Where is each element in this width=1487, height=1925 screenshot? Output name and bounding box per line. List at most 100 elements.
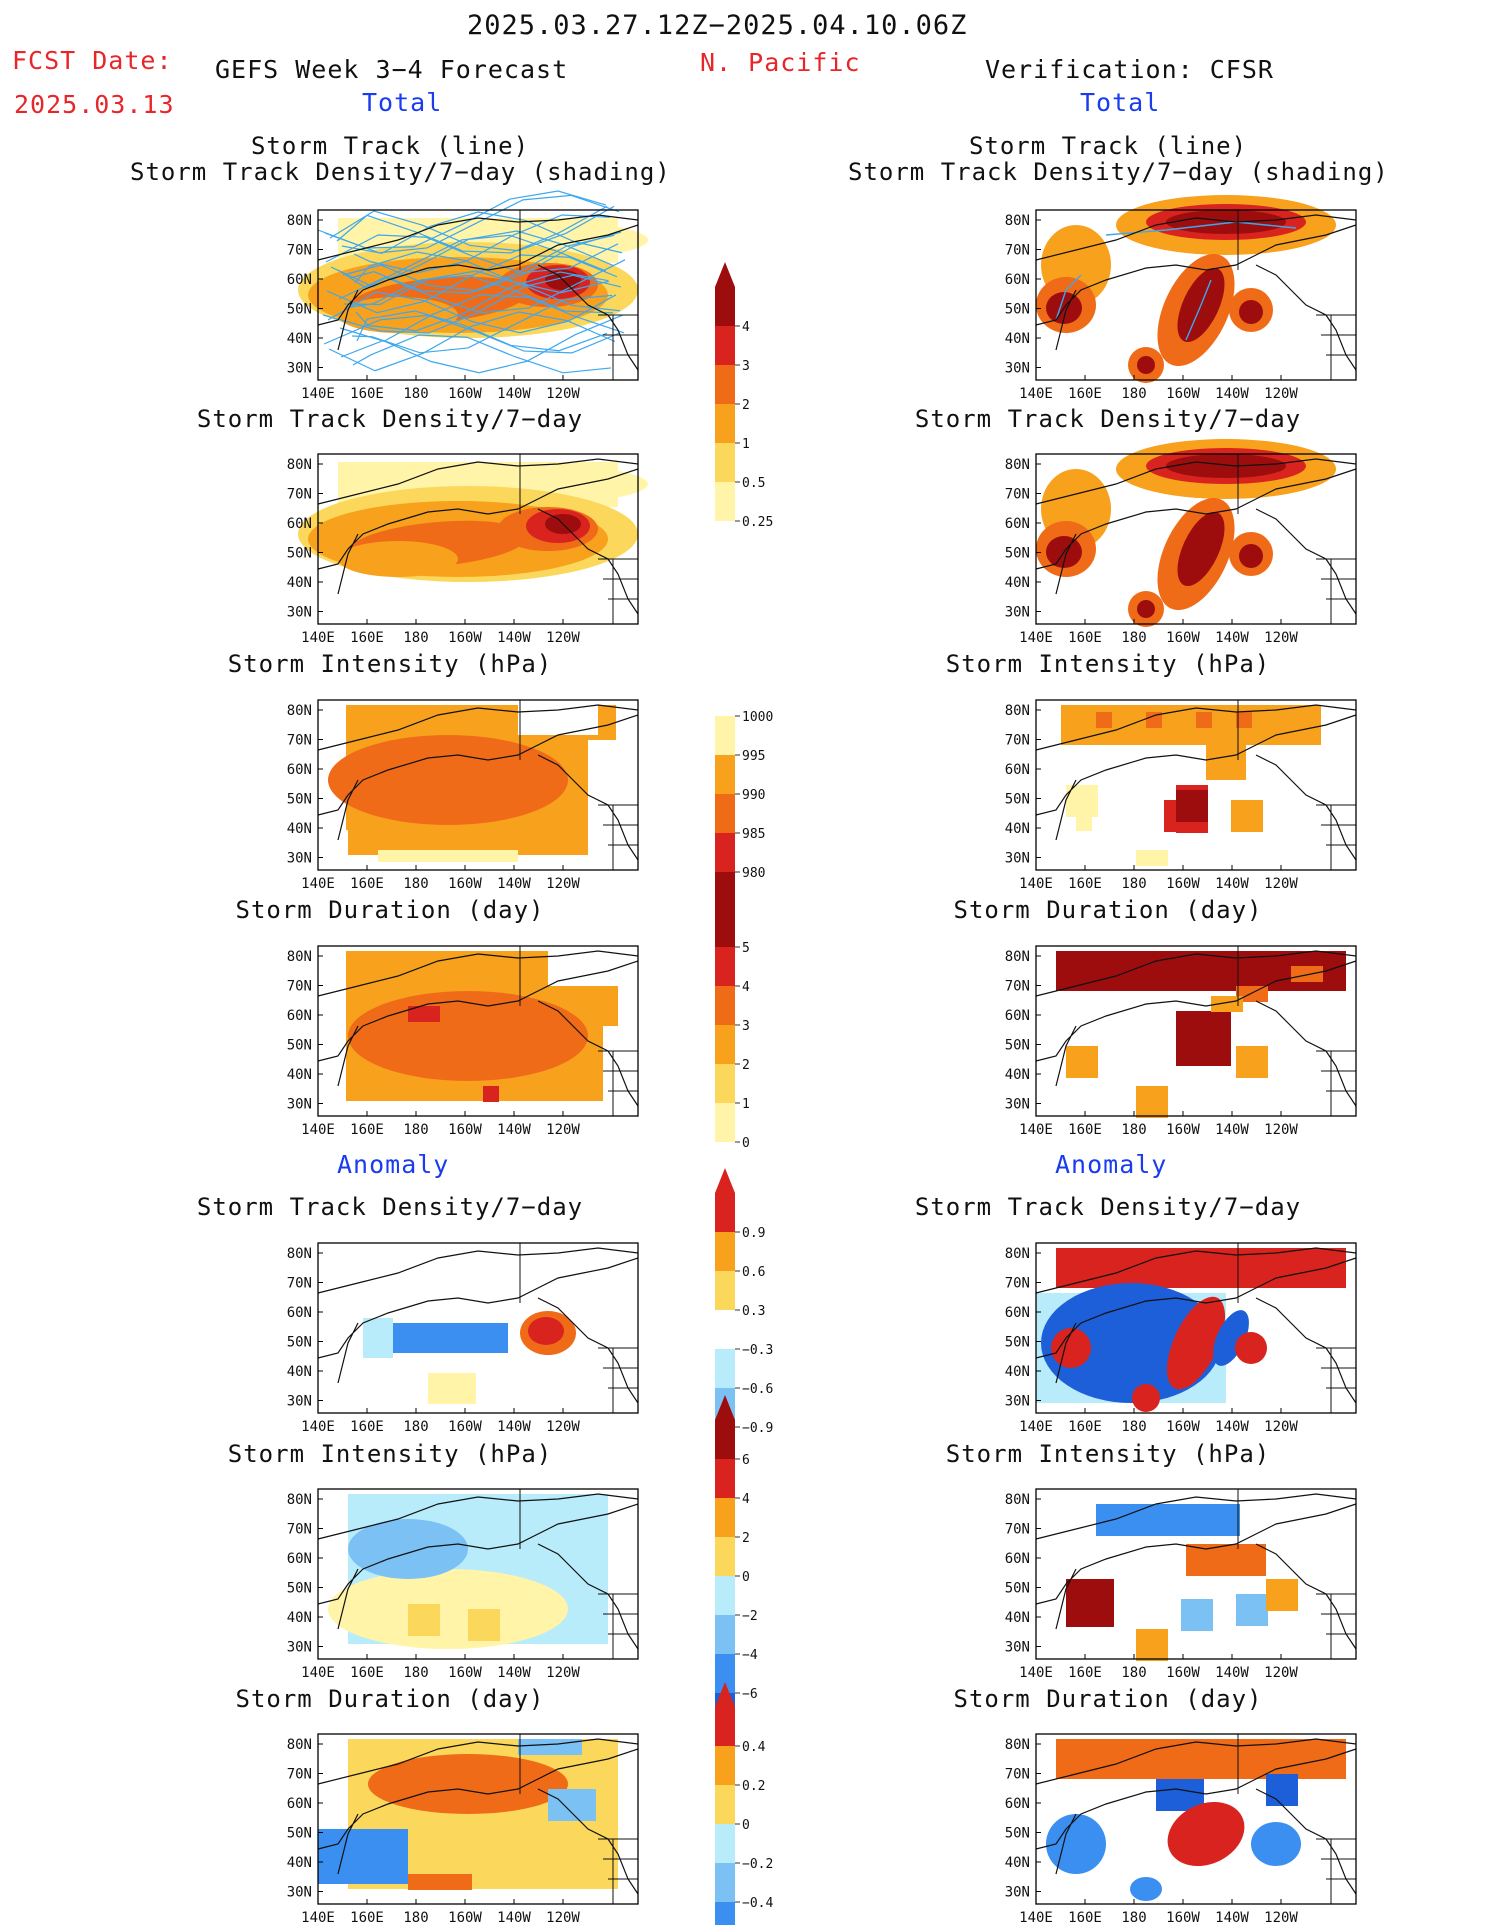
panel-density-verification: 80N 70N 60N 50N 40N 30N 140E 160E 180 160W 140W 120…	[976, 439, 1366, 653]
title-duration-right: Storm Duration (day)	[953, 896, 1263, 924]
panel-duration-forecast-svg: 80N 70N 60N 50N 40N 30N 140E 160E 180 160W 140W 120…	[287, 945, 639, 1138]
lon-label: 120W	[546, 630, 580, 646]
colorbar-label: 0.9	[742, 1226, 765, 1241]
lon-label: 140W	[1215, 1122, 1249, 1138]
colorbar-label: −6	[742, 1687, 758, 1702]
fcst-date-value: 2025.03.13	[14, 90, 175, 119]
lat-label: 50N	[1005, 1335, 1030, 1351]
lat-label: 30N	[1005, 851, 1030, 867]
colorbar-label: 0.3	[742, 1304, 765, 1319]
colorbar-label: 0	[742, 1570, 750, 1585]
lon-label: 160E	[350, 876, 384, 892]
colorbar-density: 4 3 2 1 0.5 0.25	[710, 262, 780, 585]
lon-label: 140E	[301, 630, 335, 646]
lon-label: 180	[403, 876, 428, 892]
lat-label: 40N	[287, 331, 312, 347]
colorbar-label: 1	[742, 437, 750, 452]
title-intensity-left: Storm Intensity (hPa)	[227, 650, 553, 678]
panel-density-forecast-svg: 80N 70N 60N 50N 40N 30N 140E 160E 180 160W 140W 120…	[287, 453, 648, 646]
lon-label: 140W	[1215, 630, 1249, 646]
lon-label: 160W	[448, 1122, 482, 1138]
colorbar-label: −0.2	[742, 1857, 773, 1872]
lon-label: 140E	[1019, 1122, 1053, 1138]
lat-label: 30N	[287, 1097, 312, 1113]
title-density-anom-right: Storm Track Density/7−day	[914, 1193, 1302, 1221]
colorbar-duration: 5 4 3 2 1 0	[710, 883, 780, 1206]
lon-label: 140W	[497, 630, 531, 646]
lat-label: 60N	[287, 1796, 312, 1812]
title-density-anom-left: Storm Track Density/7−day	[196, 1193, 584, 1221]
panel-density-anomaly-verification: 80N 70N 60N 50N 40N 30N 140E 160E 180 160W 140W 120…	[976, 1238, 1366, 1442]
lat-label: 80N	[287, 703, 312, 719]
lat-label: 80N	[287, 949, 312, 965]
lat-label: 80N	[1005, 1737, 1030, 1753]
lat-label: 70N	[287, 733, 312, 749]
lon-label: 160E	[1068, 1910, 1102, 1925]
anomaly-label-left: Anomaly	[337, 1150, 450, 1179]
lon-label: 140W	[497, 386, 531, 402]
panel-intensity-anomaly-forecast-field	[317, 1489, 639, 1659]
colorbar-label: 4	[742, 980, 750, 995]
colorbar-label: −4	[742, 1648, 758, 1663]
lat-label: 30N	[287, 1640, 312, 1656]
colorbar-label: 5	[742, 941, 750, 956]
lon-label: 140E	[301, 1419, 335, 1435]
lat-label: 50N	[1005, 546, 1030, 562]
lon-label: 140E	[1019, 876, 1053, 892]
colorbar-label: 990	[742, 788, 765, 803]
verification-title: Verification: CFSR	[985, 55, 1274, 84]
lon-label: 180	[403, 386, 428, 402]
title-density-left: Storm Track Density/7−day	[196, 405, 584, 433]
panel-intensity-verification-field	[1035, 700, 1357, 870]
lat-label: 70N	[1005, 1522, 1030, 1538]
lat-label: 40N	[1005, 1610, 1030, 1626]
lat-label: 30N	[287, 605, 312, 621]
lat-label: 50N	[1005, 1581, 1030, 1597]
lat-label: 40N	[1005, 1067, 1030, 1083]
lat-label: 40N	[287, 1855, 312, 1871]
lon-label: 140E	[301, 386, 335, 402]
panel-duration-anomaly-verification-field	[1035, 1734, 1357, 1904]
lon-label: 120W	[1264, 1419, 1298, 1435]
lon-label: 140W	[497, 876, 531, 892]
panel-intensity-anomaly-verification-svg: 80N 70N 60N 50N 40N 30N 140E 160E 180 160W 140W 120…	[1005, 1488, 1357, 1681]
lat-label: 80N	[287, 1492, 312, 1508]
total-label-left: Total	[362, 88, 443, 117]
lat-label: 80N	[1005, 1492, 1030, 1508]
fcst-date-label: FCST Date:	[12, 46, 173, 75]
panel-intensity-anomaly-forecast-svg: 80N 70N 60N 50N 40N 30N 140E 160E 180 160W 140W 120…	[287, 1488, 639, 1681]
colorbar-label: 985	[742, 827, 765, 842]
lat-label: 60N	[287, 1305, 312, 1321]
lat-label: 70N	[1005, 979, 1030, 995]
lon-label: 140W	[497, 1419, 531, 1435]
lat-label: 60N	[287, 516, 312, 532]
lat-label: 60N	[1005, 1008, 1030, 1024]
colorbar-label: 6	[742, 1453, 750, 1468]
anomaly-label-right: Anomaly	[1055, 1150, 1168, 1179]
lat-label: 60N	[1005, 516, 1030, 532]
colorbar-label: 1000	[742, 710, 773, 725]
panel-track-density-forecast: 80N 70N 60N 50N 40N 30N 140E 160E 180 160W 140W 120…	[258, 190, 648, 409]
period-title: 2025.03.27.12Z−2025.04.10.06Z	[467, 10, 968, 41]
panel-density-verification-svg: 80N 70N 60N 50N 40N 30N 140E 160E 180 160W 140W 120…	[1005, 439, 1357, 646]
panel-density-forecast: 80N 70N 60N 50N 40N 30N 140E 160E 180 160W 140W 120…	[258, 449, 648, 653]
lon-label: 120W	[1264, 386, 1298, 402]
lon-label: 160E	[1068, 630, 1102, 646]
lat-label: 60N	[287, 1008, 312, 1024]
lat-label: 50N	[1005, 302, 1030, 318]
title-track-line-left: Storm Track (line)	[250, 132, 530, 160]
lat-label: 50N	[287, 1335, 312, 1351]
lat-label: 30N	[1005, 605, 1030, 621]
lat-label: 60N	[1005, 762, 1030, 778]
lon-label: 160E	[350, 1419, 384, 1435]
colorbar-label: 4	[742, 1492, 750, 1507]
lon-label: 140E	[301, 1122, 335, 1138]
lon-label: 140E	[1019, 1910, 1053, 1925]
lat-label: 50N	[1005, 1038, 1030, 1054]
lon-label: 140E	[301, 876, 335, 892]
panel-intensity-forecast: 80N 70N 60N 50N 40N 30N 140E 160E 180 160W 140W 120…	[258, 695, 648, 899]
lon-label: 160W	[448, 386, 482, 402]
colorbar-label: 0.6	[742, 1265, 765, 1280]
title-intensity-anom-right: Storm Intensity (hPa)	[945, 1440, 1271, 1468]
